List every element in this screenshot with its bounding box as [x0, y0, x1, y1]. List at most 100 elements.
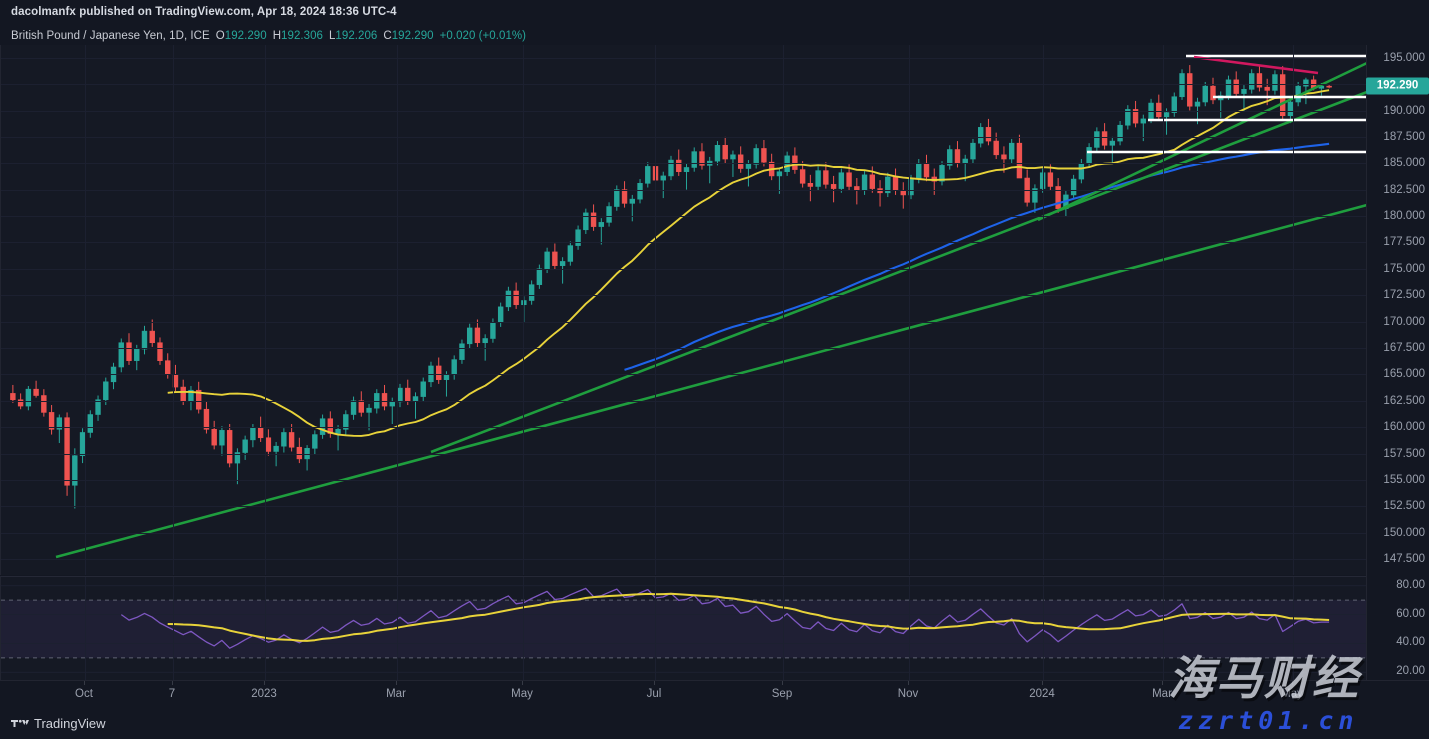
candle-body	[637, 183, 643, 200]
candle-body	[397, 387, 403, 403]
candle-body	[567, 245, 574, 262]
candle-body	[823, 170, 829, 185]
current-price-badge[interactable]: 192.290	[1366, 77, 1429, 95]
price-axis-label: 165.000	[1383, 368, 1425, 381]
candle-body	[195, 389, 202, 410]
candle-body	[1039, 172, 1046, 189]
candle-body	[1109, 140, 1116, 146]
candle-body	[1032, 188, 1038, 203]
candle-body	[830, 184, 837, 189]
candle-body	[939, 165, 945, 182]
time-axis-label: Oct	[75, 688, 93, 700]
rsi-indicator-pane[interactable]	[0, 576, 1367, 680]
legend-low-value: 192.206	[335, 30, 378, 42]
candle-body	[1163, 112, 1170, 118]
candle-body	[737, 154, 744, 169]
time-axis-label: Mar	[386, 688, 406, 700]
tradingview-logo-icon	[11, 719, 29, 727]
legend-high-key: H	[272, 30, 282, 42]
tradingview-brand-label: TradingView	[34, 716, 106, 731]
candle-body	[544, 251, 550, 270]
candle-body	[676, 159, 682, 172]
price-gridline	[1, 189, 1366, 191]
price-axis-label: 155.000	[1383, 474, 1425, 486]
price-gridline	[1, 559, 1366, 561]
candle-body	[1086, 147, 1092, 164]
legend-low-key: L	[328, 30, 336, 42]
price-scale-axis[interactable]: 195.000 190.000 187.500 185.000 182.500 180.0…	[1366, 45, 1429, 680]
candlestick-series	[10, 65, 1332, 509]
candle-body	[188, 389, 194, 402]
time-axis-label: Mar	[1152, 688, 1172, 700]
candle-body	[1047, 172, 1054, 187]
candle-body	[1016, 142, 1023, 179]
time-gridline	[1163, 45, 1164, 575]
chart-footer: TradingView	[0, 708, 1429, 739]
time-scale-axis[interactable]: Oct 7 2023 Mar May Jul Sep Nov 2024 Mar May	[0, 680, 1429, 708]
legend-open-value: 192.290	[224, 30, 267, 42]
legend-close-key: C	[383, 30, 392, 42]
candle-body	[1225, 79, 1232, 96]
candle-body	[219, 430, 225, 446]
time-gridline	[397, 577, 398, 680]
candle-body	[234, 452, 241, 464]
tradingview-brand[interactable]: TradingView	[11, 716, 106, 731]
time-gridline	[1043, 577, 1044, 680]
candle-body	[490, 322, 496, 339]
candle-body	[683, 167, 690, 172]
time-axis-tick	[908, 681, 909, 685]
time-axis-tick	[264, 681, 265, 685]
candle-body	[165, 360, 171, 375]
time-gridline	[783, 45, 784, 575]
time-axis-label: Nov	[897, 688, 919, 700]
time-axis-label: 2023	[251, 688, 277, 700]
candle-body	[861, 174, 868, 191]
candle-body	[869, 174, 876, 189]
candle-body	[1279, 74, 1286, 117]
time-gridline	[85, 45, 86, 575]
price-gridline	[1, 321, 1366, 323]
price-gridline	[1, 453, 1366, 455]
candle-body	[312, 434, 318, 449]
price-axis-label: 152.500	[1383, 500, 1425, 513]
price-axis-label: 172.500	[1383, 289, 1425, 302]
candle-body	[854, 186, 860, 191]
price-gridline	[1, 506, 1366, 508]
candle-body	[242, 439, 248, 453]
candle-body	[947, 149, 953, 166]
price-axis-label: 160.000	[1383, 421, 1425, 434]
price-axis-label: 185.000	[1383, 157, 1425, 170]
candle-body	[838, 172, 845, 189]
candle-body	[1272, 74, 1278, 91]
price-axis-label: 180.000	[1383, 210, 1425, 222]
time-gridline	[265, 45, 266, 575]
candle-body	[281, 432, 287, 447]
candle-body	[1171, 96, 1177, 113]
candle-body	[134, 348, 140, 361]
candle-body	[614, 189, 620, 207]
candle-body	[56, 417, 63, 430]
candle-body	[745, 164, 752, 169]
candle-body	[877, 188, 883, 194]
legend-symbol[interactable]: British Pound / Japanese Yen, 1D, ICE	[11, 30, 210, 42]
candle-body	[792, 155, 798, 170]
legend-change: +0.020 (+0.01%)	[439, 30, 527, 42]
candle-body	[1202, 85, 1208, 103]
candle-body	[482, 338, 488, 344]
candle-body	[157, 342, 163, 361]
price-axis-label: 162.500	[1383, 394, 1425, 407]
candle-body	[505, 290, 512, 308]
candle-body	[575, 229, 581, 246]
price-gridline	[1, 295, 1366, 297]
candle-body	[428, 365, 434, 383]
rsi-ma-line	[167, 592, 1330, 642]
candle-body	[1233, 79, 1239, 94]
ascending-trendline-3	[1037, 61, 1368, 222]
candle-body	[319, 418, 326, 435]
price-axis-label: 177.500	[1383, 236, 1425, 249]
candle-body	[304, 448, 310, 460]
candle-body	[583, 212, 589, 231]
price-chart-pane[interactable]	[0, 45, 1368, 575]
candle-body	[366, 407, 372, 413]
